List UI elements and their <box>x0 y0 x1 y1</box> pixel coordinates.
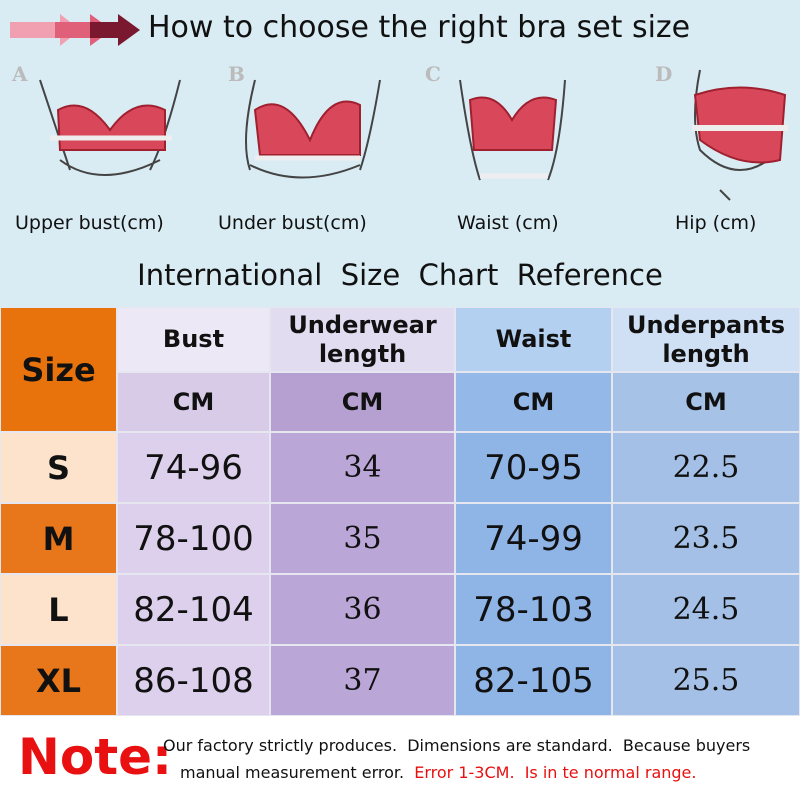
value-cell: 70-95 <box>455 432 612 503</box>
note-label: Note: <box>18 728 173 786</box>
value-cell: 34 <box>270 432 455 503</box>
size-cell: S <box>0 432 117 503</box>
figure-caption: Upper bust(cm) <box>15 212 164 234</box>
value-cell: 35 <box>270 503 455 574</box>
header-cell: Size <box>0 307 117 432</box>
size-cell: M <box>0 503 117 574</box>
value-cell: 74-96 <box>117 432 270 503</box>
figure-letter: C <box>425 62 441 86</box>
size-cell: L <box>0 574 117 645</box>
unit-cell: CM <box>612 372 800 432</box>
figure-d <box>692 69 788 201</box>
figure-caption: Under bust(cm) <box>218 212 367 234</box>
note-text: manual measurement error. <box>180 763 405 782</box>
figure-b <box>245 79 381 179</box>
value-cell: 36 <box>270 574 455 645</box>
header-cell: Underpants length <box>612 307 800 372</box>
figure-caption: Waist (cm) <box>457 212 559 234</box>
value-cell: 82-104 <box>117 574 270 645</box>
value-cell: 82-105 <box>455 645 612 716</box>
value-cell: 37 <box>270 645 455 716</box>
value-cell: 25.5 <box>612 645 800 716</box>
arrows <box>10 14 140 46</box>
value-cell: 74-99 <box>455 503 612 574</box>
value-cell: 22.5 <box>612 432 800 503</box>
value-cell: 78-103 <box>455 574 612 645</box>
note-highlight: Error 1-3CM. Is in te normal range. <box>414 763 697 782</box>
subtitle: International Size Chart Reference <box>137 258 663 292</box>
note-line: Our factory strictly produces. Dimension… <box>163 736 751 755</box>
size-cell: XL <box>0 645 117 716</box>
header-cell: Underwear length <box>270 307 455 372</box>
figure-letter: A <box>12 62 28 86</box>
figure-c <box>459 79 566 181</box>
value-cell: 23.5 <box>612 503 800 574</box>
note-line: manual measurement error. Error 1-3CM. I… <box>180 763 696 782</box>
title: How to choose the right bra set size <box>148 10 691 45</box>
figure-a <box>39 79 181 176</box>
value-cell: 24.5 <box>612 574 800 645</box>
header-cell: Waist <box>455 307 612 372</box>
unit-cell: CM <box>270 372 455 432</box>
value-cell: 86-108 <box>117 645 270 716</box>
value-cell: 78-100 <box>117 503 270 574</box>
unit-cell: CM <box>455 372 612 432</box>
header-cell: Bust <box>117 307 270 372</box>
illustration-panel <box>0 0 800 307</box>
illustrations <box>10 14 788 201</box>
figure-caption: Hip (cm) <box>675 212 757 234</box>
figure-letter: B <box>228 62 245 86</box>
figure-letter: D <box>655 62 673 86</box>
unit-cell: CM <box>117 372 270 432</box>
